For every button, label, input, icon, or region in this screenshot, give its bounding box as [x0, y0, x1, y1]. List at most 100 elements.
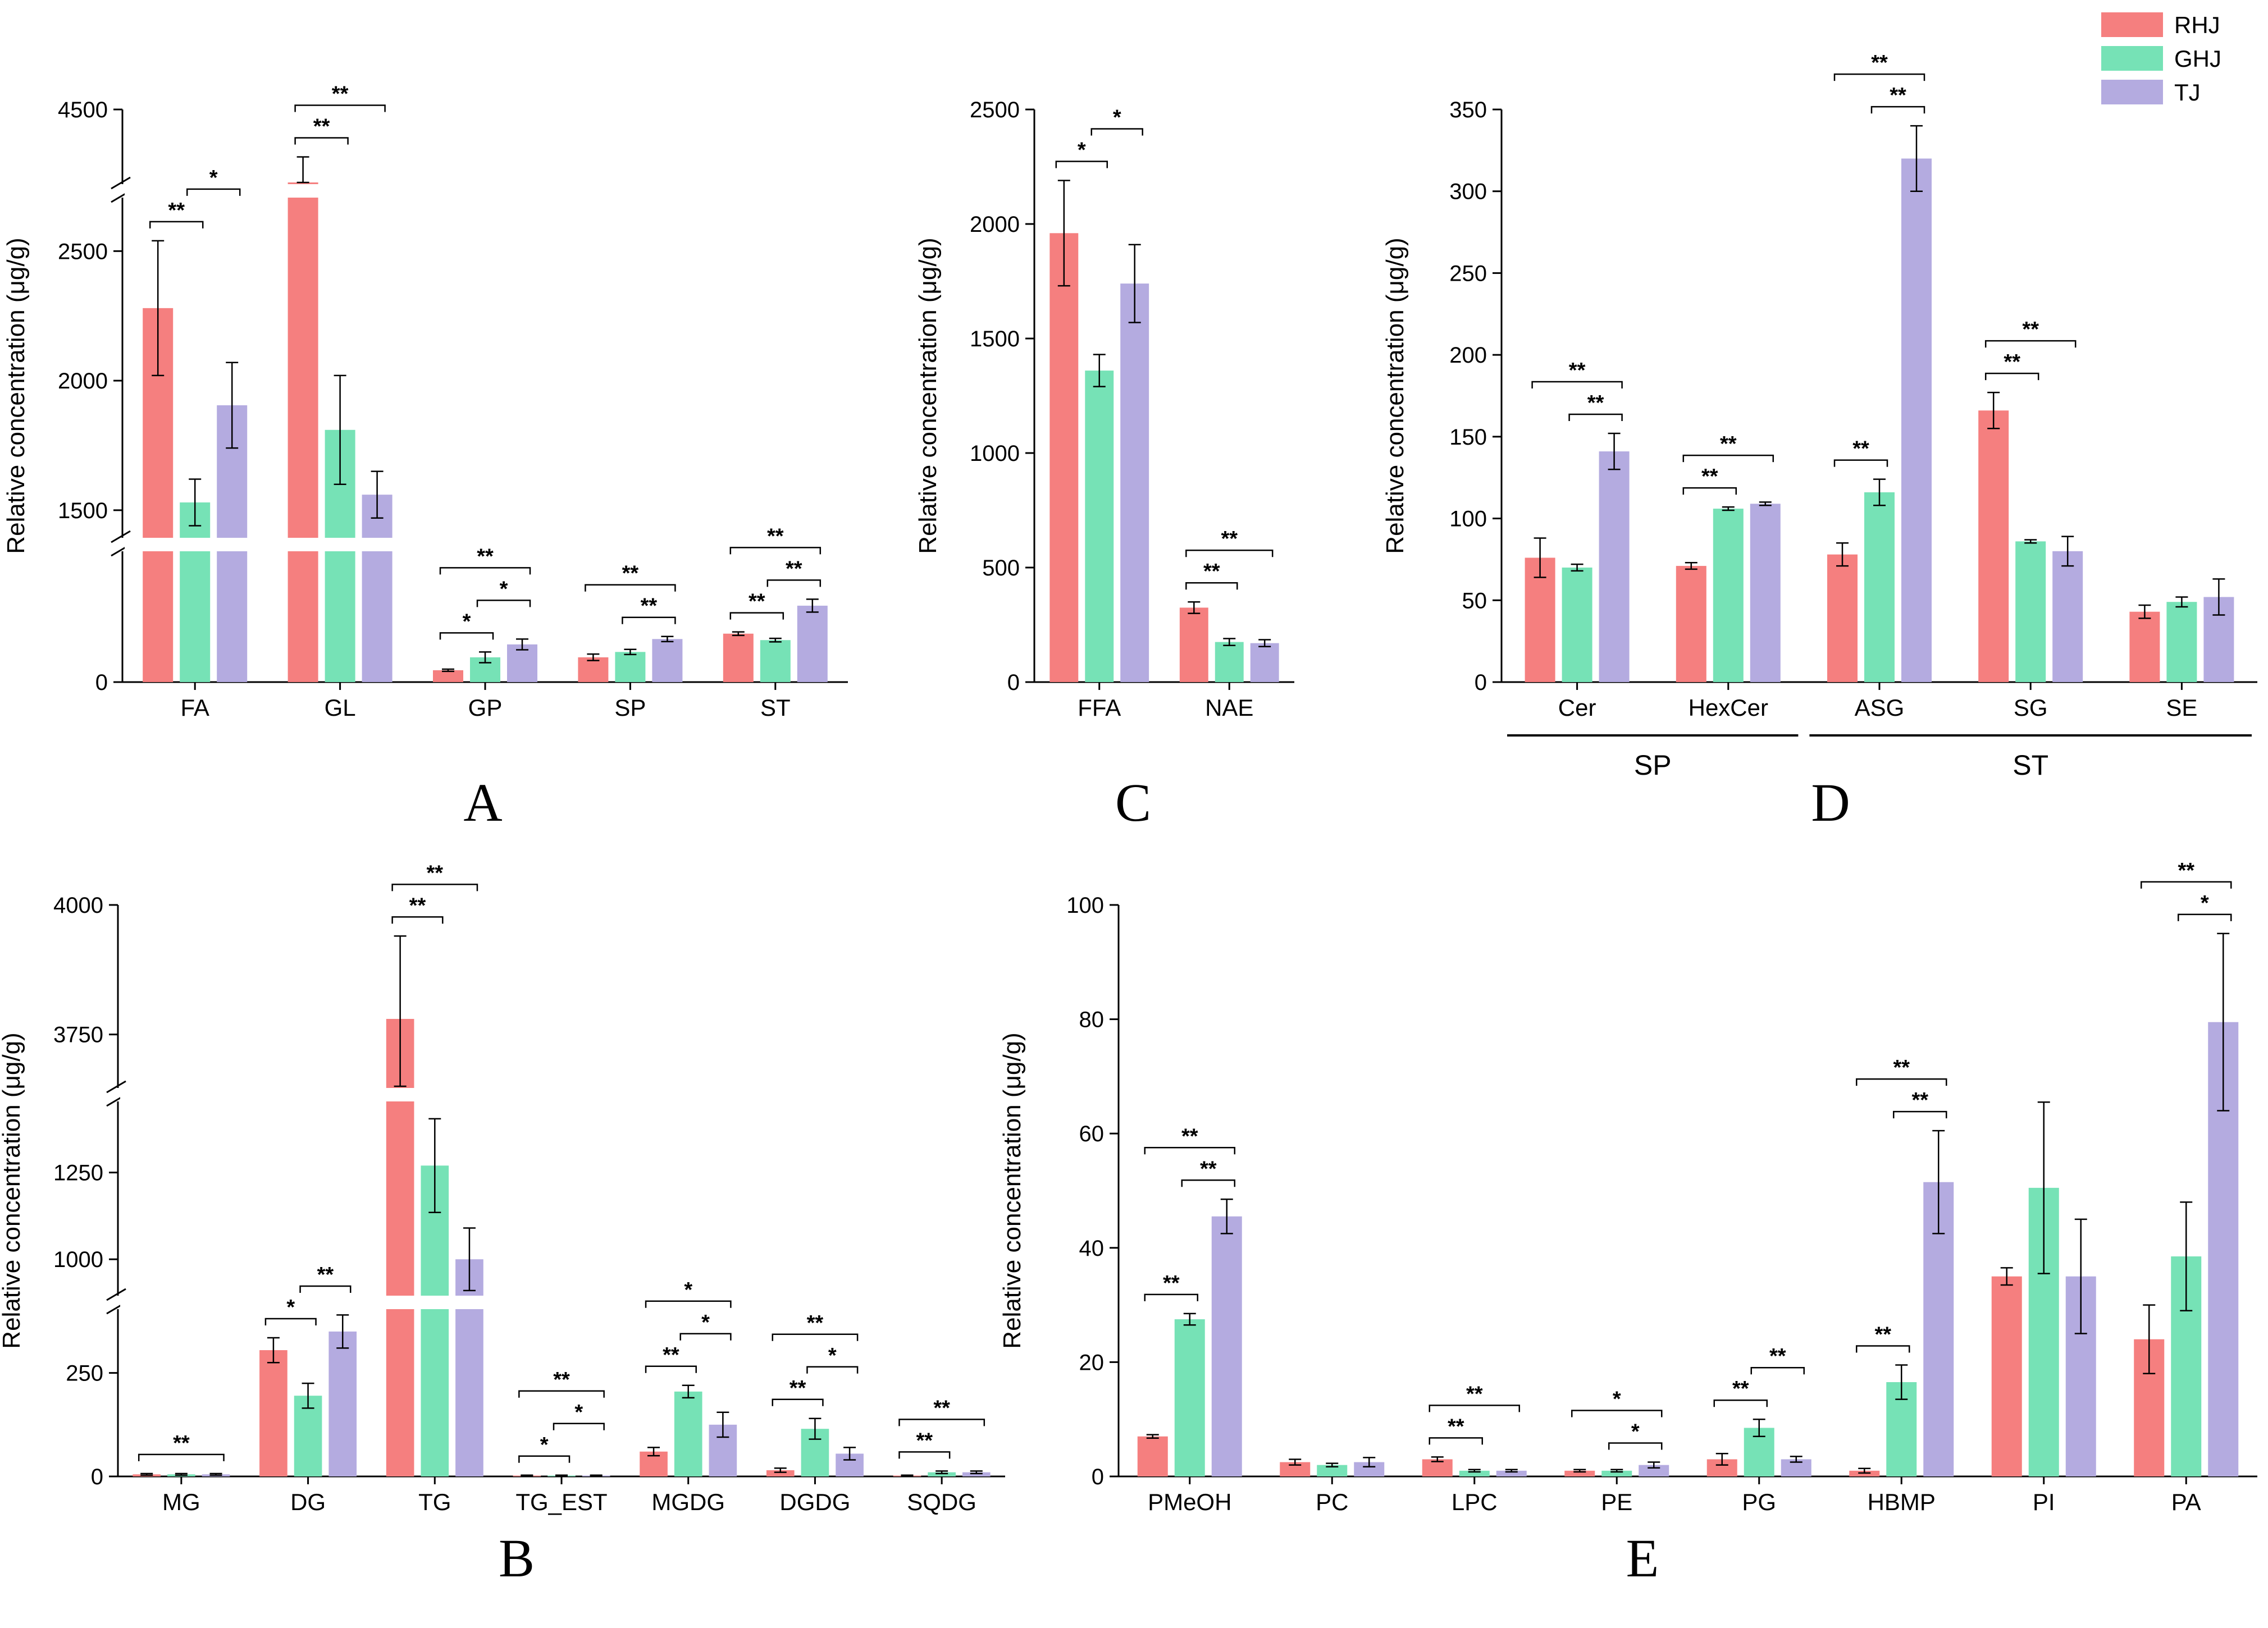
bar-rhj	[1049, 233, 1079, 682]
x-tick-label: FFA	[1078, 694, 1121, 721]
y-tick-label: 250	[1449, 261, 1487, 286]
significance-bracket	[1429, 1437, 1483, 1445]
x-tick-label: SP	[614, 694, 646, 721]
bar-tj	[1750, 504, 1781, 682]
bar-ghj	[180, 502, 211, 682]
significance-bracket	[149, 221, 204, 228]
significance-bracket	[2178, 913, 2232, 921]
significance-label: *	[828, 1344, 837, 1368]
significance-label: **	[409, 894, 426, 917]
significance-bracket	[1185, 582, 1238, 590]
bar-ghj	[928, 1472, 956, 1476]
axis-break-mark	[106, 1080, 126, 1094]
significance-label: **	[1893, 1056, 1910, 1080]
significance-bracket	[439, 632, 494, 640]
legend-label: GHJ	[2174, 45, 2221, 72]
y-tick-label: 0	[95, 670, 108, 695]
bar-ghj	[2166, 602, 2197, 682]
significance-bracket	[1055, 161, 1108, 168]
significance-label: *	[574, 1401, 583, 1424]
bar-tj	[1211, 1216, 1242, 1476]
significance-label: *	[1078, 138, 1086, 162]
significance-bracket	[1682, 454, 1774, 463]
panel-letter: C	[1115, 772, 1151, 833]
significance-bracket	[1833, 459, 1888, 467]
bar-tj	[455, 1259, 483, 1476]
significance-bracket	[585, 584, 676, 592]
y-axis-title: Relative concentration (μg/g)	[2, 237, 30, 554]
bar-ghj	[1562, 568, 1592, 682]
y-tick-label: 4000	[53, 893, 103, 918]
significance-label: **	[1221, 527, 1238, 551]
bar-ghj	[1459, 1470, 1490, 1476]
significance-bracket	[294, 104, 386, 112]
significance-label: *	[1631, 1420, 1640, 1444]
significance-label: *	[540, 1433, 549, 1457]
bar-ghj	[1317, 1465, 1348, 1476]
significance-label: **	[1732, 1377, 1749, 1401]
significance-bracket	[1181, 1179, 1235, 1187]
significance-bracket	[622, 616, 676, 624]
bar-tj	[1901, 158, 1932, 682]
significance-bracket	[1856, 1078, 1947, 1086]
y-tick-label: 2000	[58, 369, 108, 394]
significance-label: *	[209, 166, 218, 190]
bar-tj	[1496, 1470, 1527, 1476]
bar-tj	[507, 644, 537, 682]
y-axis-title: Relative concentration (μg/g)	[998, 1032, 1026, 1348]
significance-bracket	[1608, 1442, 1663, 1450]
y-tick-label: 1000	[970, 441, 1020, 466]
x-tick-label: DG	[290, 1489, 326, 1515]
significance-bracket	[772, 1398, 824, 1406]
y-tick-label: 100	[1066, 893, 1104, 918]
significance-bracket	[1429, 1405, 1520, 1412]
bar-tj	[1120, 283, 1149, 683]
significance-bracket	[1870, 106, 1925, 114]
bar-ghj	[1174, 1319, 1205, 1476]
x-tick-label: MGDG	[651, 1489, 725, 1515]
significance-label: **	[313, 115, 330, 139]
bar-ghj	[674, 1391, 702, 1476]
significance-label: **	[663, 1343, 679, 1367]
x-tick-label: DGDG	[779, 1489, 850, 1515]
bar-rhj	[766, 1470, 795, 1476]
y-tick-label: 2500	[970, 98, 1020, 122]
bar-tj	[797, 605, 828, 682]
bar-rhj	[433, 670, 463, 682]
y-tick-label: 1000	[53, 1247, 103, 1272]
significance-bracket	[186, 188, 241, 196]
bar-rhj	[288, 182, 318, 682]
significance-label: **	[786, 557, 802, 580]
significance-label: *	[684, 1278, 692, 1302]
bar-ghj	[421, 1165, 449, 1476]
significance-label: **	[1769, 1345, 1786, 1368]
significance-label: *	[463, 610, 471, 633]
significance-label: **	[767, 524, 784, 548]
y-tick-label: 0	[1092, 1465, 1104, 1489]
x-tick-label: TG	[418, 1489, 451, 1515]
bar-rhj	[1676, 566, 1706, 682]
bar-rhj	[1827, 554, 1858, 682]
significance-label: *	[701, 1311, 710, 1334]
significance-label: **	[916, 1429, 933, 1452]
bar-tj	[1250, 643, 1279, 682]
significance-label: **	[1871, 51, 1888, 75]
significance-bracket	[806, 1366, 859, 1374]
significance-bracket	[1856, 1345, 1910, 1353]
x-tick-label: ST	[760, 694, 791, 721]
significance-label: **	[790, 1377, 806, 1400]
bar-rhj	[578, 657, 609, 682]
bar-tj	[2052, 551, 2083, 682]
panel-b-chart: 0 250 1000 1250 3750 4000 Relative concentrati…	[0, 861, 1007, 1588]
x-tick-label: ASG	[1855, 694, 1905, 721]
x-tick-label: FA	[181, 694, 209, 721]
significance-bracket	[138, 1453, 225, 1461]
bar-tj	[362, 495, 393, 682]
significance-bracket	[729, 547, 822, 555]
y-tick-label: 4500	[58, 98, 108, 122]
x-tick-label: MG	[162, 1489, 200, 1515]
y-tick-label: 2500	[58, 239, 108, 264]
legend-swatch-tj	[2101, 80, 2163, 104]
significance-label: **	[1181, 1124, 1198, 1148]
y-tick-label: 250	[66, 1361, 103, 1386]
